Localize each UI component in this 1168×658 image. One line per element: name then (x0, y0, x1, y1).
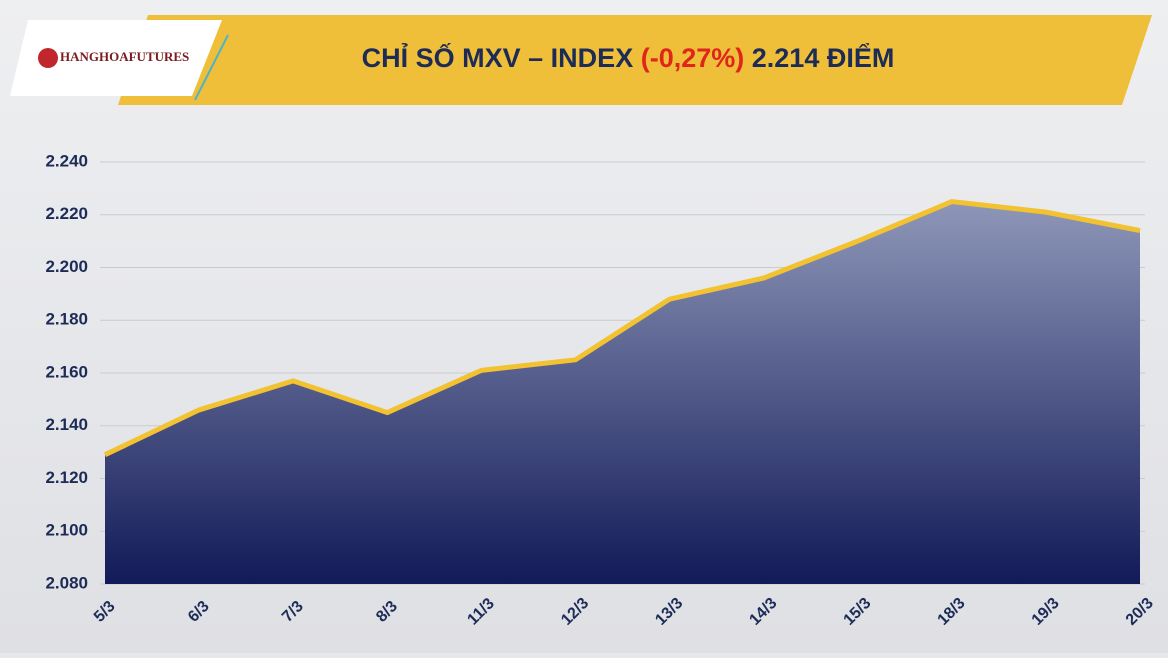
title-main: CHỈ SỐ MXV – INDEX (362, 41, 634, 73)
title-change: (-0,27%) (641, 43, 745, 73)
line (103, 199, 1141, 458)
y-tick-label: 2.160 (45, 362, 88, 381)
y-tick-label: 2.200 (45, 257, 88, 276)
logo-mark (38, 48, 58, 68)
title-value: 2.214 ĐIỂM (752, 42, 895, 73)
chart-title: CHỈ SỐ MXV – INDEX (-0,27%) 2.214 ĐIỂM (362, 41, 895, 73)
y-tick-label: 2.140 (45, 415, 88, 434)
y-tick-label: 2.220 (45, 204, 88, 223)
y-tick-label: 2.120 (45, 468, 88, 487)
y-tick-label: 2.080 (45, 573, 88, 592)
y-tick-label: 2.100 (45, 521, 88, 540)
y-tick-label: 2.240 (45, 151, 88, 170)
logo-accent (194, 34, 229, 101)
title-banner (118, 15, 1152, 105)
y-tick-label: 2.180 (45, 310, 88, 329)
logo-text: HANGHOAFUTURES (60, 49, 189, 64)
logo-box (10, 20, 222, 96)
area (105, 201, 1140, 584)
